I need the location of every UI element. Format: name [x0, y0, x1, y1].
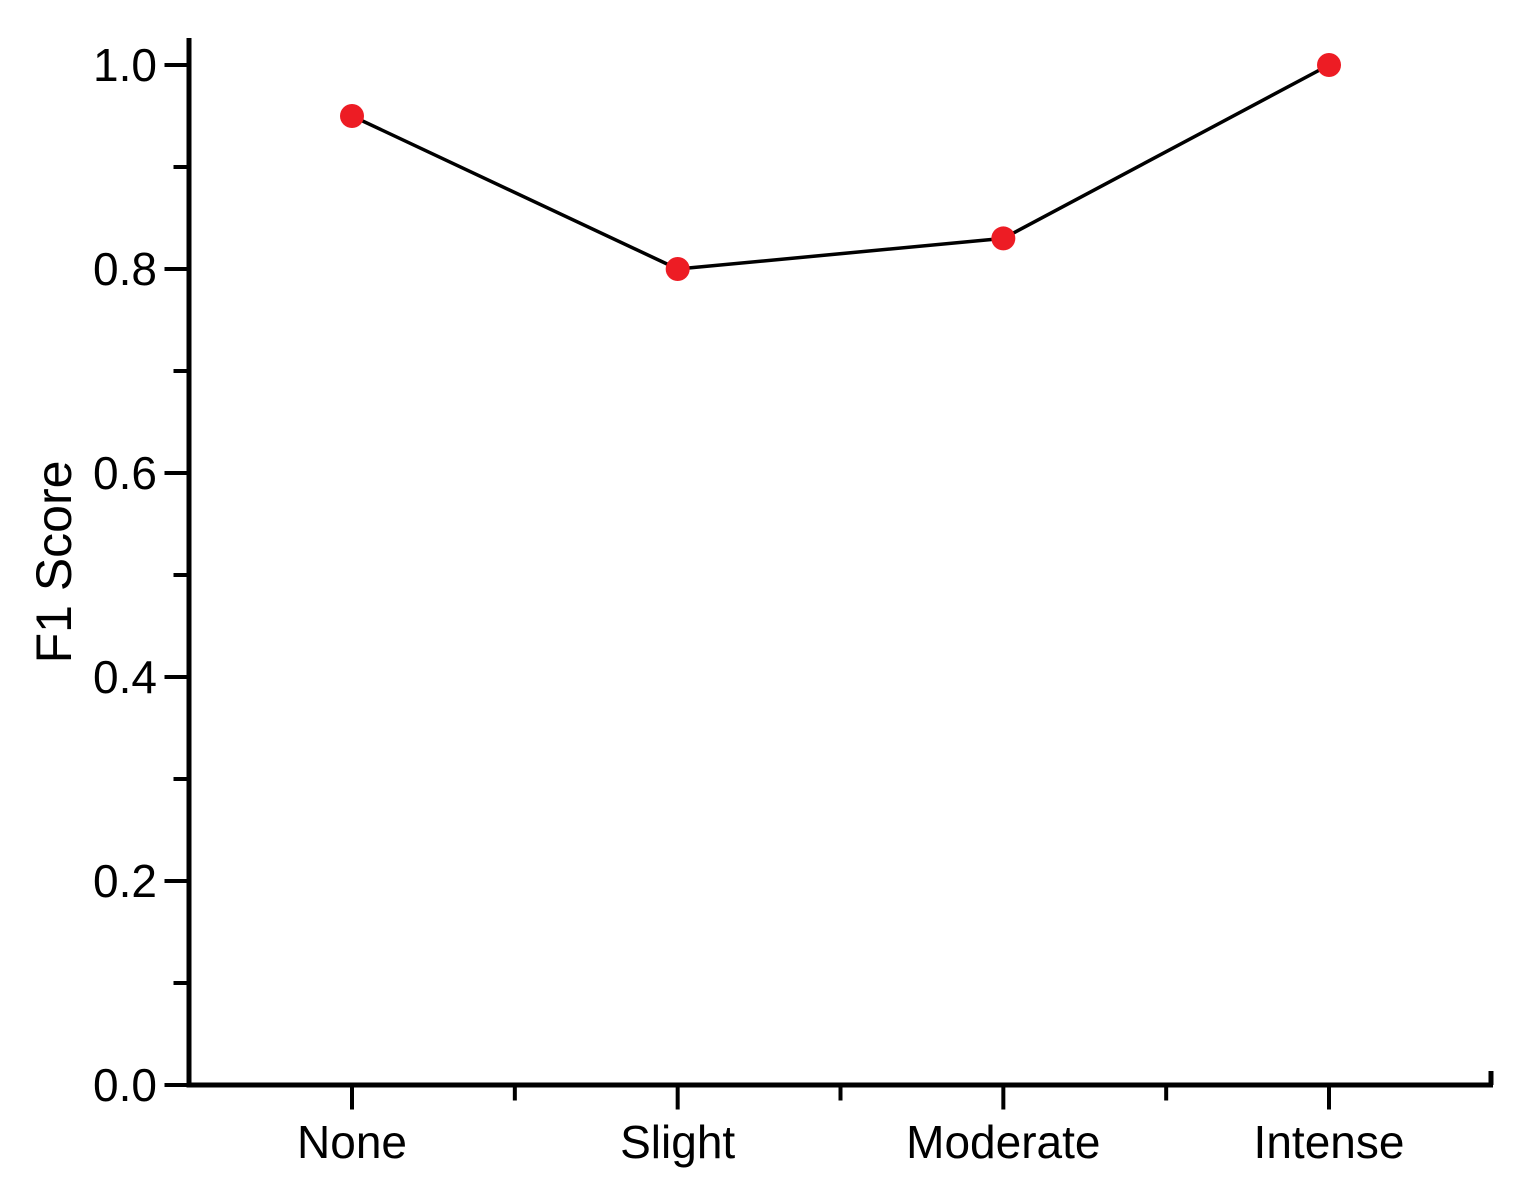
data-point-none: [340, 104, 364, 128]
y-axis-title: F1 Score: [26, 461, 82, 664]
ticks-layer: [164, 63, 1332, 1110]
y-axis-tick-label: 0.6: [93, 447, 157, 499]
y-axis-tick-label: 0.2: [93, 855, 157, 907]
y-axis-tick-label: 1.0: [93, 39, 157, 91]
tick-labels-layer: 0.0 0.2 0.4 0.6 0.8 1.0 None Slight Moderate Inte…: [93, 39, 1404, 1168]
data-point-slight: [665, 257, 690, 281]
x-axis-category-label: Moderate: [906, 1116, 1100, 1168]
x-axis-category-label: None: [297, 1116, 407, 1168]
data-point-moderate: [991, 226, 1016, 251]
x-axis-category-label: Intense: [1254, 1116, 1405, 1168]
data-point-intense: [1317, 53, 1342, 77]
axes-layer: [186, 38, 1494, 1088]
data-series-layer: [340, 53, 1342, 281]
y-axis-tick-label: 0.4: [93, 651, 157, 703]
x-axis-category-label: Slight: [620, 1116, 735, 1168]
y-axis-tick-label: 0.8: [93, 243, 157, 295]
data-line: [351, 63, 1330, 271]
y-axis-tick-label: 0.0: [93, 1059, 157, 1111]
